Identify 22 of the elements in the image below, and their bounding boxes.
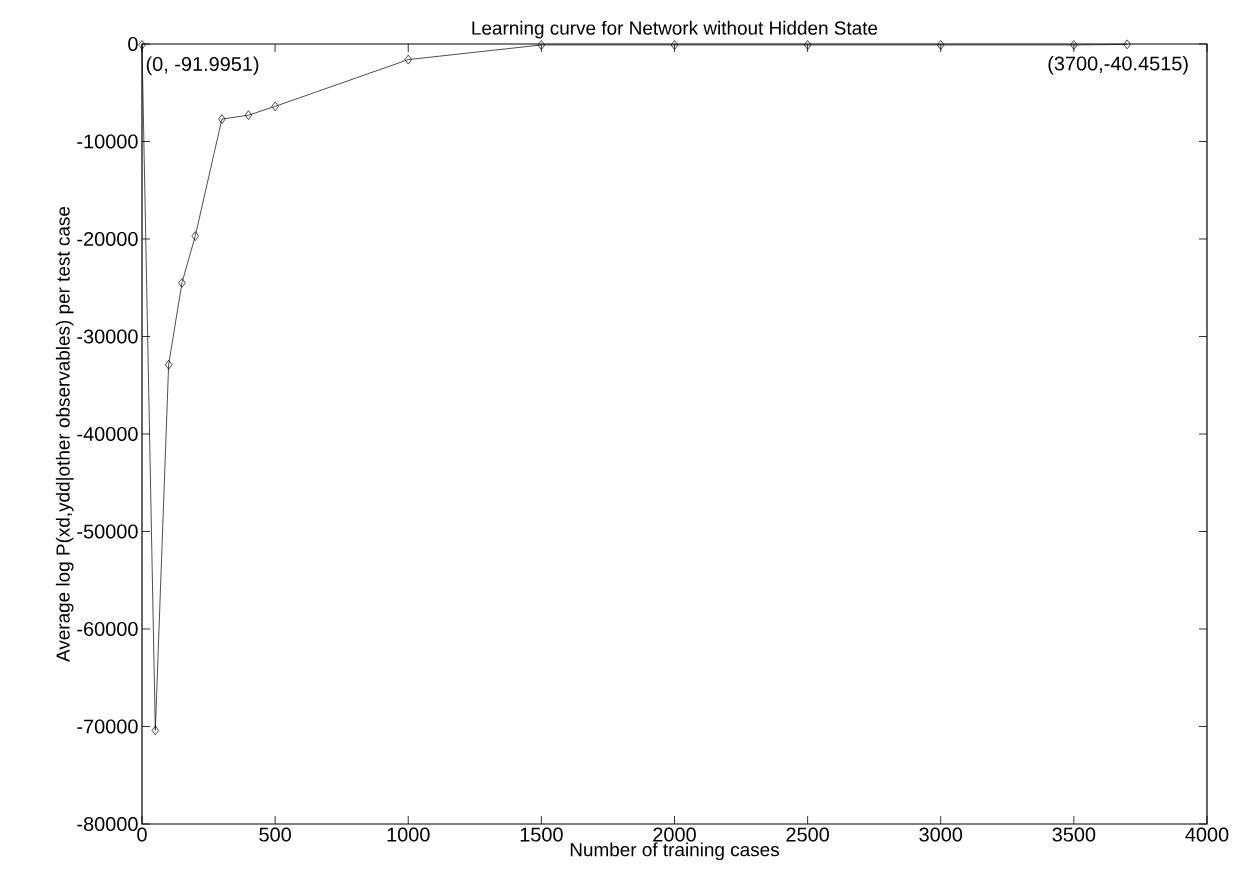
y-tick-label: -80000 xyxy=(77,816,138,832)
y-tick-label: -30000 xyxy=(77,329,138,344)
annotation: (0, -91.9951) xyxy=(146,56,259,75)
y-tick-label: -20000 xyxy=(77,231,138,247)
x-tick-label: 1500 xyxy=(520,827,563,842)
annotation: (3700,-40.4515) xyxy=(1048,55,1188,75)
chart-title: Learning curve for Network without Hidden State xyxy=(472,20,878,39)
x-tick-label: 3000 xyxy=(919,827,963,842)
y-tick-label: -50000 xyxy=(77,524,138,539)
y-tick-label: -70000 xyxy=(77,719,138,734)
x-tick-label: 3500 xyxy=(1052,827,1096,842)
x-tick-label: 2500 xyxy=(786,827,829,842)
y-tick-label: -60000 xyxy=(77,621,138,637)
y-tick-label: -10000 xyxy=(77,134,138,149)
y-tick-label: -40000 xyxy=(77,426,138,442)
y-tick-label: 0 xyxy=(128,36,138,52)
x-tick-label: 500 xyxy=(259,827,291,842)
x-tick-label: 2000 xyxy=(653,827,696,842)
x-tick-label: 4000 xyxy=(1185,827,1229,842)
x-axis-title: Number of training cases xyxy=(570,842,779,861)
y-axis-title: Average log P(xd,ydd|other observables) per test case xyxy=(55,206,74,662)
x-tick-label: 1000 xyxy=(387,827,430,842)
